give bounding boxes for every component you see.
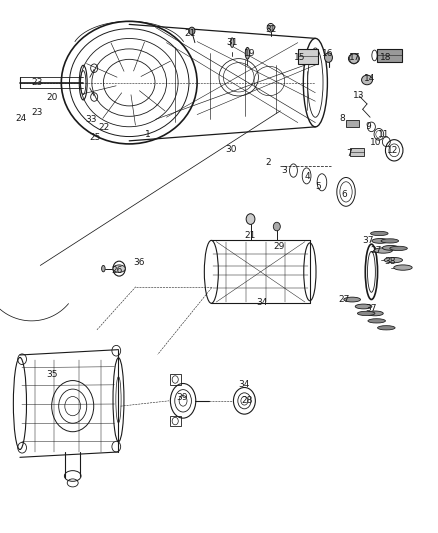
Ellipse shape [381,239,399,243]
Text: 35: 35 [46,370,57,378]
Text: 23: 23 [32,109,43,117]
Text: 3: 3 [281,166,287,175]
Text: 20: 20 [46,93,57,101]
Polygon shape [350,148,364,156]
Ellipse shape [113,265,125,272]
Circle shape [273,222,280,231]
Ellipse shape [230,38,234,47]
Ellipse shape [246,214,255,224]
Ellipse shape [357,311,375,316]
Ellipse shape [368,319,385,323]
Text: 9: 9 [365,122,371,131]
Text: 32: 32 [265,25,276,34]
Bar [170,374,181,385]
Bar [298,49,318,64]
Text: 34: 34 [239,381,250,389]
Text: 39: 39 [176,393,187,401]
Ellipse shape [394,265,412,270]
Text: 22: 22 [99,124,110,132]
Text: 21: 21 [185,29,196,37]
Circle shape [325,53,332,62]
Text: 31: 31 [226,38,238,47]
Text: 23: 23 [32,78,43,87]
Text: 21: 21 [245,231,256,240]
Text: 6: 6 [341,190,347,198]
Text: 19: 19 [244,49,255,58]
Text: 13: 13 [353,92,364,100]
Text: 26: 26 [112,266,123,275]
Ellipse shape [390,246,407,251]
Text: 27: 27 [338,295,350,304]
Text: 28: 28 [242,397,253,405]
Ellipse shape [378,326,395,330]
Text: 12: 12 [387,146,398,155]
Text: 1: 1 [145,130,151,139]
Ellipse shape [382,245,399,251]
Text: 25: 25 [90,133,101,142]
Text: 36: 36 [134,258,145,266]
Ellipse shape [367,311,383,316]
Circle shape [189,27,195,35]
Text: 4: 4 [305,173,310,181]
Text: 24: 24 [15,114,27,123]
Text: 18: 18 [380,53,391,62]
Polygon shape [346,120,359,127]
Text: 37: 37 [366,304,377,312]
Text: 11: 11 [378,130,389,139]
Text: 15: 15 [294,53,306,62]
Ellipse shape [384,257,403,263]
Ellipse shape [102,265,105,272]
Ellipse shape [361,75,372,85]
Ellipse shape [245,47,250,59]
Text: 27: 27 [370,246,381,255]
Ellipse shape [348,54,359,63]
Text: 8: 8 [339,114,346,123]
Text: 29: 29 [274,242,285,251]
Text: 17: 17 [349,53,360,61]
Text: 30: 30 [226,145,237,154]
Ellipse shape [372,239,389,243]
Ellipse shape [371,231,388,236]
Text: 38: 38 [384,257,396,265]
Ellipse shape [355,304,372,309]
Text: 5: 5 [315,182,321,191]
Ellipse shape [344,297,360,302]
Text: 37: 37 [362,237,374,245]
Text: 2: 2 [265,158,271,167]
Circle shape [268,25,273,30]
Text: 10: 10 [370,139,381,147]
Text: 14: 14 [364,75,376,83]
Text: 34: 34 [256,298,268,307]
Text: 16: 16 [322,49,333,58]
Bar [377,49,402,62]
Bar [170,416,181,426]
Ellipse shape [374,248,392,253]
Text: 33: 33 [85,116,97,124]
Text: 7: 7 [346,149,352,158]
